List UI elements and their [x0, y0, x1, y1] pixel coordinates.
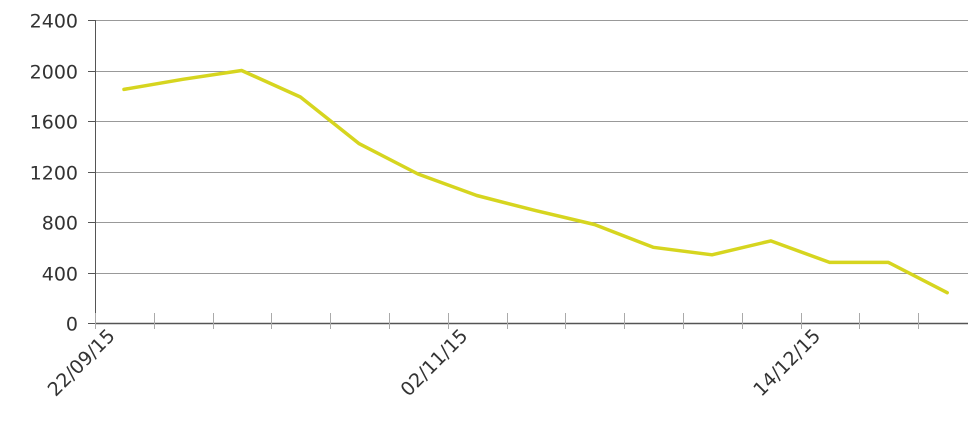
x-tick-label: 14/12/15 [749, 325, 825, 401]
y-tick-label: 2400 [30, 11, 78, 33]
x-axis: 22/09/15 02/11/15 14/12/15 [44, 313, 968, 401]
x-tick-label: 02/11/15 [396, 325, 472, 401]
y-tick-label: 2000 [30, 62, 78, 84]
series-group [122, 68, 949, 295]
y-tick-label: 0 [66, 314, 78, 336]
y-tick-label: 800 [42, 213, 78, 235]
y-tick-label: 1600 [30, 112, 78, 134]
y-axis: 0 400 800 1200 1600 2000 2400 [30, 11, 96, 336]
series-line-0 [122, 68, 949, 295]
y-tick-label: 400 [42, 264, 78, 286]
gridlines [95, 20, 968, 274]
y-tick-label: 1200 [30, 163, 78, 185]
x-tick-label: 22/09/15 [44, 325, 120, 401]
